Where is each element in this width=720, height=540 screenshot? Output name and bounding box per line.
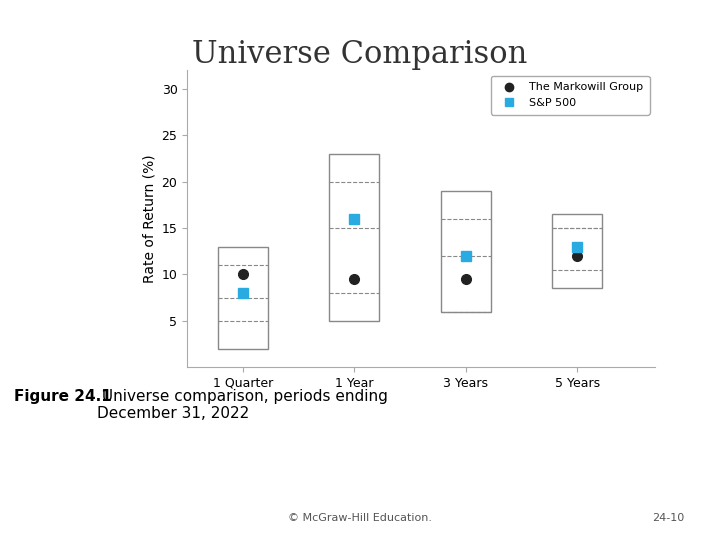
Text: Universe comparison, periods ending
December 31, 2022: Universe comparison, periods ending Dece… <box>97 389 388 421</box>
Text: © McGraw-Hill Education.: © McGraw-Hill Education. <box>288 514 432 523</box>
Text: INVESTMENTS | BODIE, KANE, MARCUS: INVESTMENTS | BODIE, KANE, MARCUS <box>178 453 542 471</box>
Text: Figure 24.1: Figure 24.1 <box>14 389 112 404</box>
Bar <box>218 247 268 349</box>
Legend: The Markowill Group, S&P 500: The Markowill Group, S&P 500 <box>491 76 649 114</box>
Text: 24-10: 24-10 <box>652 514 684 523</box>
Y-axis label: Rate of Return (%): Rate of Return (%) <box>142 154 156 283</box>
Text: Universe Comparison: Universe Comparison <box>192 38 528 70</box>
Bar <box>441 191 491 312</box>
Bar <box>552 214 602 288</box>
Bar <box>329 154 379 321</box>
